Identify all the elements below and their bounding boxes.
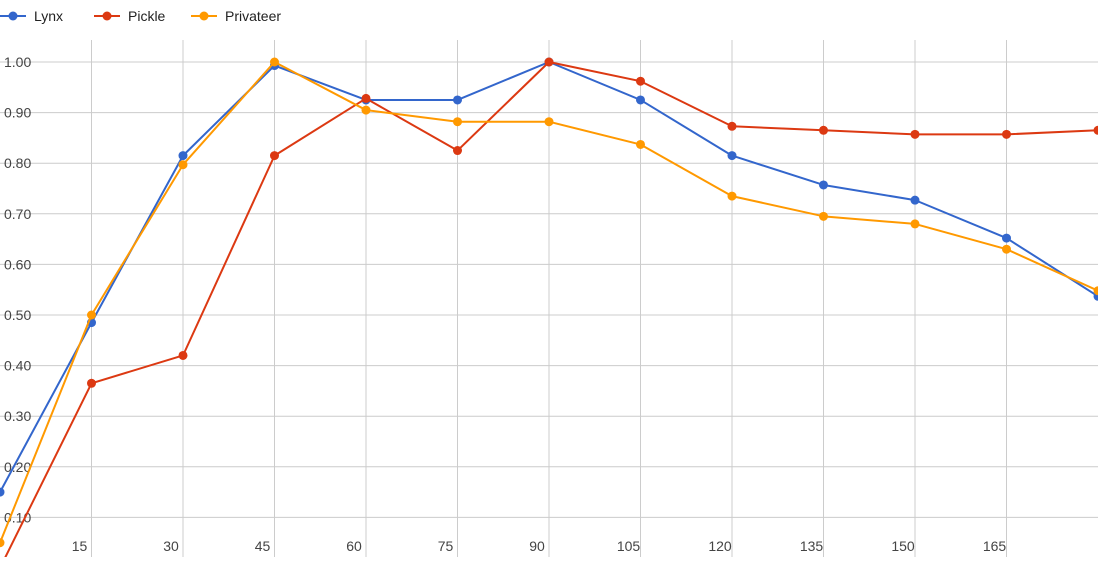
y-tick-label: 0.40 bbox=[4, 358, 31, 374]
legend: Lynx Pickle Privateer bbox=[0, 8, 281, 24]
y-tick-label: 0.70 bbox=[4, 206, 31, 222]
data-point[interactable] bbox=[819, 212, 828, 221]
legend-item-privateer[interactable]: Privateer bbox=[191, 8, 281, 24]
x-tick-label: 45 bbox=[255, 538, 271, 554]
data-point[interactable] bbox=[1002, 130, 1011, 139]
data-point[interactable] bbox=[362, 106, 371, 115]
legend-item-lynx[interactable]: Lynx bbox=[0, 8, 63, 24]
data-point[interactable] bbox=[911, 130, 920, 139]
y-tick-label: 0.50 bbox=[4, 307, 31, 323]
legend-marker bbox=[200, 12, 209, 21]
data-point[interactable] bbox=[179, 351, 188, 360]
y-tick-label: 0.30 bbox=[4, 408, 31, 424]
data-point[interactable] bbox=[453, 146, 462, 155]
legend-label: Pickle bbox=[128, 8, 166, 24]
legend-label: Privateer bbox=[225, 8, 281, 24]
legend-label: Lynx bbox=[34, 8, 63, 24]
data-point[interactable] bbox=[819, 126, 828, 135]
data-point[interactable] bbox=[728, 192, 737, 201]
data-point[interactable] bbox=[545, 58, 554, 67]
y-tick-label: 0.60 bbox=[4, 256, 31, 272]
data-point[interactable] bbox=[179, 151, 188, 160]
data-point[interactable] bbox=[270, 151, 279, 160]
data-point[interactable] bbox=[636, 95, 645, 104]
x-tick-label: 90 bbox=[529, 538, 545, 554]
data-point[interactable] bbox=[453, 95, 462, 104]
data-point[interactable] bbox=[1094, 126, 1098, 135]
legend-marker bbox=[9, 12, 18, 21]
data-point[interactable] bbox=[87, 379, 96, 388]
x-tick-label: 60 bbox=[346, 538, 362, 554]
data-point[interactable] bbox=[0, 488, 5, 497]
data-point[interactable] bbox=[179, 160, 188, 169]
x-tick-label: 30 bbox=[163, 538, 179, 554]
data-point[interactable] bbox=[819, 180, 828, 189]
legend-item-pickle[interactable]: Pickle bbox=[94, 8, 166, 24]
x-tick-label: 75 bbox=[438, 538, 454, 554]
x-tick-label: 165 bbox=[983, 538, 1007, 554]
data-point[interactable] bbox=[636, 140, 645, 149]
x-tick-label: 150 bbox=[891, 538, 915, 554]
y-tick-label: 1.00 bbox=[4, 54, 31, 70]
x-tick-label: 120 bbox=[708, 538, 732, 554]
data-point[interactable] bbox=[911, 219, 920, 228]
legend-marker bbox=[103, 12, 112, 21]
axis-labels-layer: 0.100.200.300.400.500.600.700.800.901.00… bbox=[4, 54, 1006, 554]
x-tick-label: 105 bbox=[617, 538, 641, 554]
data-point[interactable] bbox=[1002, 234, 1011, 243]
data-point[interactable] bbox=[362, 94, 371, 103]
x-tick-label: 15 bbox=[72, 538, 88, 554]
y-tick-label: 0.80 bbox=[4, 155, 31, 171]
data-point[interactable] bbox=[87, 311, 96, 320]
data-point[interactable] bbox=[0, 538, 5, 547]
data-point[interactable] bbox=[728, 151, 737, 160]
data-point[interactable] bbox=[270, 58, 279, 67]
data-point[interactable] bbox=[728, 122, 737, 131]
data-point[interactable] bbox=[545, 117, 554, 126]
data-point[interactable] bbox=[636, 77, 645, 86]
x-tick-label: 135 bbox=[800, 538, 824, 554]
data-point[interactable] bbox=[1002, 245, 1011, 254]
y-tick-label: 0.90 bbox=[4, 105, 31, 121]
data-point[interactable] bbox=[911, 196, 920, 205]
data-point[interactable] bbox=[453, 117, 462, 126]
